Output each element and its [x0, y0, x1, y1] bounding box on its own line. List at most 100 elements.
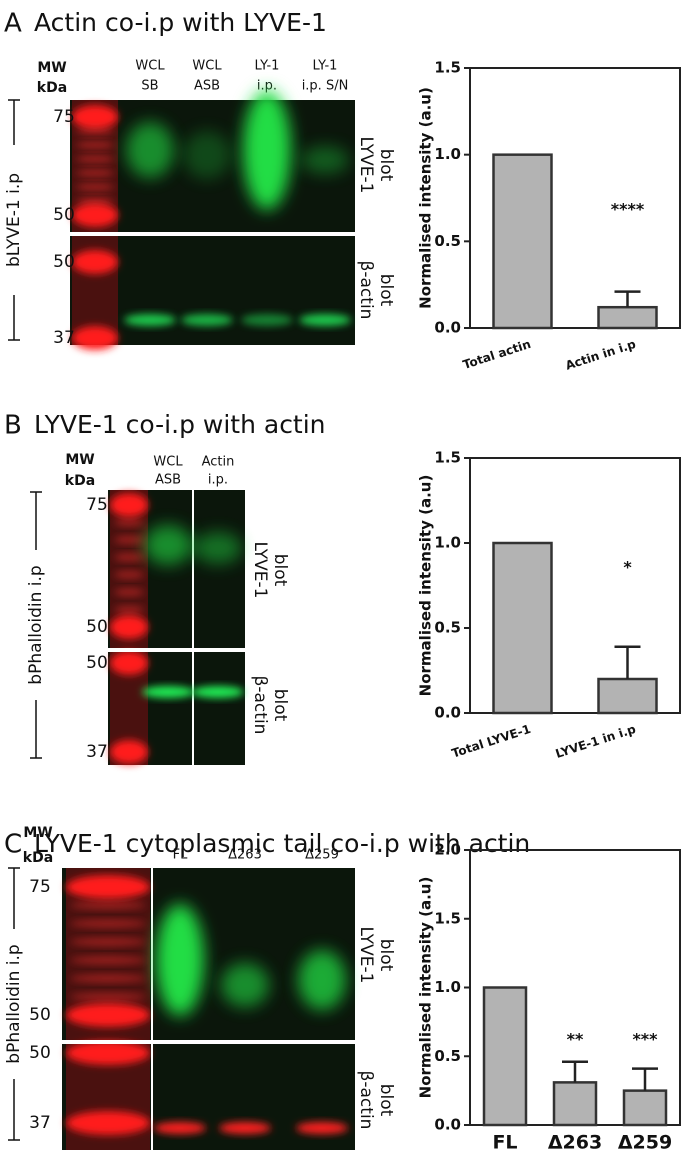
- lane-label: WCL: [135, 59, 165, 74]
- lane-label: Δ263: [228, 848, 262, 863]
- protein-band: [181, 314, 233, 326]
- protein-band: [183, 131, 231, 179]
- ladder-band: [114, 605, 144, 614]
- error-bar: [614, 290, 641, 308]
- protein-band: [298, 950, 346, 1010]
- ip-label: bPhalloidin i.p: [4, 944, 24, 1063]
- plot-frame: [469, 457, 681, 714]
- panel-letter: B: [4, 411, 22, 441]
- mw-marker: 37: [53, 328, 75, 348]
- ladder-band: [70, 974, 146, 983]
- lane-label: ASB: [194, 79, 220, 94]
- lane-label: i.p.: [257, 79, 277, 94]
- ladder-band: [76, 141, 114, 149]
- blot-label: β-actin: [356, 1071, 376, 1130]
- ladder-band: [110, 651, 148, 675]
- protein-band: [194, 532, 242, 564]
- y-tick-label: 0.5: [434, 232, 461, 250]
- mw-marker: 37: [86, 742, 108, 762]
- ip-label: bPhalloidin i.p: [26, 565, 46, 684]
- ladder-band: [110, 493, 148, 517]
- blot-divider: [70, 232, 355, 236]
- x-tick-label: Actin in i.p: [564, 337, 638, 373]
- y-tick-label: 0.0: [434, 319, 461, 337]
- blot-divider: [62, 1040, 355, 1044]
- bar: [482, 986, 528, 1127]
- ladder-band: [114, 535, 144, 544]
- mw-marker: 37: [29, 1113, 51, 1133]
- protein-band: [192, 686, 244, 698]
- ladder-band: [70, 956, 146, 965]
- y-tick-label: 1.5: [434, 59, 461, 77]
- mw-marker: 50: [29, 1005, 51, 1025]
- error-bar: [614, 645, 641, 679]
- ladder-band: [66, 1111, 150, 1135]
- ladder-band: [72, 250, 118, 274]
- ladder-band: [110, 740, 148, 764]
- ladder-band: [70, 937, 146, 946]
- kda-label: kDa: [65, 473, 95, 489]
- blot-label: blot: [376, 274, 396, 307]
- y-tick-label: 1.5: [434, 909, 461, 927]
- protein-band: [296, 1122, 348, 1134]
- ladder-band: [114, 588, 144, 597]
- significance: **: [567, 1030, 584, 1049]
- ladder-band: [76, 197, 114, 205]
- protein-band: [243, 90, 291, 210]
- x-tick-label: Δ263: [548, 1132, 602, 1154]
- ladder-band: [76, 169, 114, 177]
- blot-divider: [108, 648, 245, 652]
- panel-letter: C: [4, 830, 22, 860]
- ladder-band: [114, 553, 144, 562]
- panel-title: LYVE-1 co-i.p with actin: [34, 410, 326, 439]
- mw-label: MW: [65, 452, 94, 468]
- y-tick-label: 2.0: [434, 841, 461, 859]
- blot-label: blot: [270, 689, 290, 722]
- blot-label: LYVE-1: [356, 137, 376, 194]
- blot-divider: [151, 868, 153, 1150]
- y-tick-label: 1.5: [434, 449, 461, 467]
- y-tick-label: 0.0: [434, 1116, 461, 1134]
- panel-title: Actin co-i.p with LYVE-1: [34, 8, 327, 37]
- y-tick-label: 1.0: [434, 978, 461, 996]
- ladder-band: [66, 875, 150, 899]
- ladder-band: [66, 1041, 150, 1065]
- y-tick-label: 0.0: [434, 704, 461, 722]
- y-axis-label: Normalised intensity (a.u): [417, 475, 435, 697]
- blot-label: β-actin: [356, 261, 376, 320]
- blot-label: LYVE-1: [250, 542, 270, 599]
- x-tick-label: Total actin: [461, 337, 532, 372]
- y-tick-label: 0.5: [434, 1047, 461, 1065]
- protein-band: [219, 1122, 271, 1134]
- blot-label: blot: [270, 554, 290, 587]
- blot-label: β-actin: [250, 676, 270, 735]
- y-tick-label: 0.5: [434, 619, 461, 637]
- protein-band: [299, 314, 351, 326]
- bar: [552, 1081, 598, 1127]
- bar: [492, 153, 553, 330]
- mw-marker: 50: [53, 205, 75, 225]
- y-tick-label: 1.0: [434, 145, 461, 163]
- lane-label: Δ259: [305, 848, 339, 863]
- protein-band: [301, 146, 349, 174]
- ladder-band: [70, 901, 146, 910]
- blot-divider: [192, 490, 194, 765]
- mw-marker: 75: [86, 495, 108, 515]
- ladder-band: [72, 326, 118, 350]
- bar: [492, 541, 553, 715]
- protein-band: [241, 314, 293, 326]
- ladder-band: [76, 155, 114, 163]
- kda-label: kDa: [23, 850, 53, 866]
- y-tick-label: 1.0: [434, 534, 461, 552]
- ladder-band: [114, 570, 144, 579]
- protein-band: [221, 963, 269, 1007]
- lane-label: WCL: [153, 455, 183, 470]
- mw-marker: 50: [53, 252, 75, 272]
- panel-title: LYVE-1 cytoplasmic tail co-i.p with acti…: [34, 829, 530, 858]
- significance: ***: [632, 1030, 658, 1049]
- lane-label: i.p.: [208, 473, 228, 488]
- x-tick-label: FL: [492, 1132, 517, 1154]
- blot-label: blot: [376, 149, 396, 182]
- ladder-band: [110, 615, 148, 639]
